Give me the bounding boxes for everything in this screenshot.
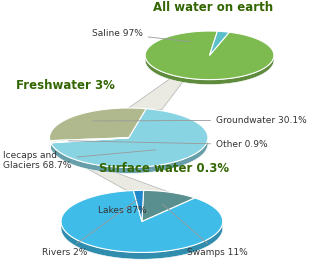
- Polygon shape: [145, 55, 274, 85]
- Text: Groundwater 30.1%: Groundwater 30.1%: [92, 116, 307, 125]
- Polygon shape: [61, 191, 223, 252]
- Polygon shape: [142, 190, 195, 221]
- Text: Rivers 2%: Rivers 2%: [42, 200, 137, 257]
- Text: Lakes 87%: Lakes 87%: [98, 206, 147, 215]
- Polygon shape: [51, 138, 208, 173]
- Polygon shape: [133, 190, 144, 221]
- Polygon shape: [122, 36, 229, 112]
- Text: Swamps 11%: Swamps 11%: [163, 204, 248, 257]
- Text: Freshwater 3%: Freshwater 3%: [16, 79, 116, 92]
- Text: Surface water 0.3%: Surface water 0.3%: [99, 162, 229, 175]
- Polygon shape: [51, 109, 208, 167]
- Polygon shape: [210, 31, 229, 55]
- Polygon shape: [145, 31, 274, 80]
- Text: All water on earth: All water on earth: [153, 1, 273, 14]
- Polygon shape: [50, 108, 146, 141]
- Text: Icecaps and
Glaciers 68.7%: Icecaps and Glaciers 68.7%: [3, 150, 156, 170]
- Polygon shape: [50, 148, 173, 193]
- Polygon shape: [50, 138, 129, 143]
- Text: Other 0.9%: Other 0.9%: [69, 140, 268, 149]
- Polygon shape: [61, 221, 223, 259]
- Polygon shape: [50, 138, 129, 142]
- Text: Saline 97%: Saline 97%: [92, 29, 191, 42]
